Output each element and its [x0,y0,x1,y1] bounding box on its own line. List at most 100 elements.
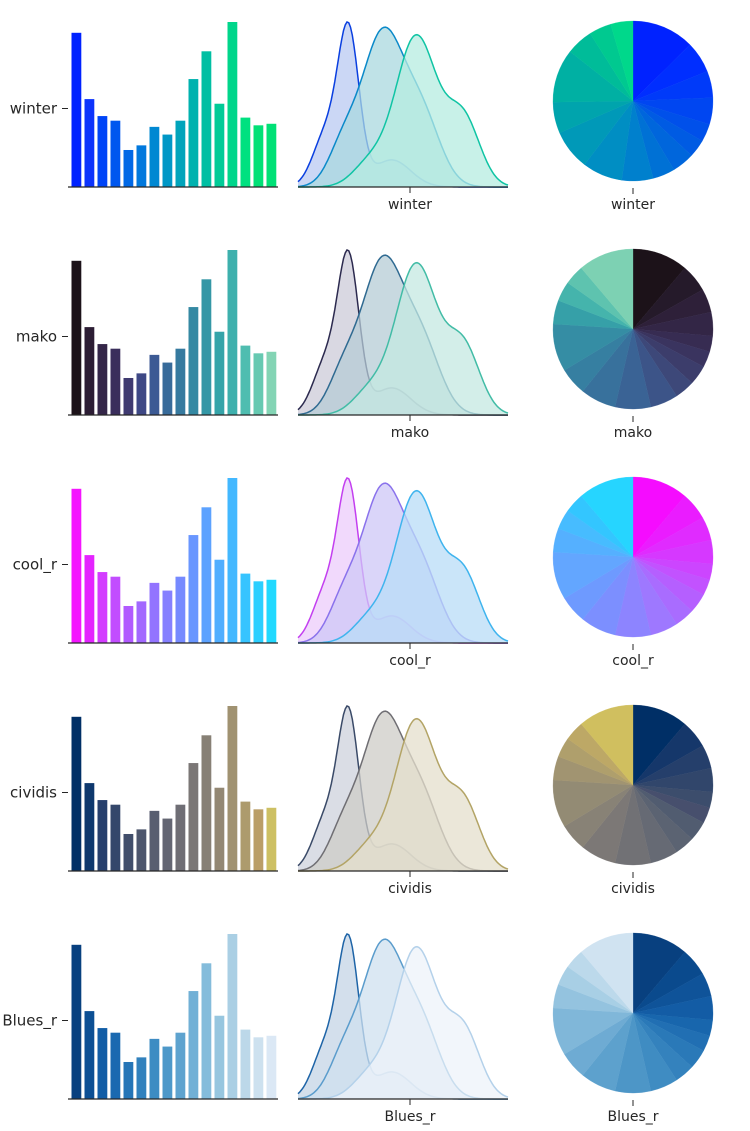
bar [201,51,212,187]
bar [214,1015,225,1099]
bar [123,1061,134,1099]
bar-chart-winter: winter [10,22,278,188]
y-axis-label: Blues_r [2,1012,58,1031]
bar [110,1032,121,1099]
pie-slice [580,932,634,1014]
bar [84,555,95,643]
bar [71,32,82,188]
bar [214,787,225,871]
bar [162,1046,173,1099]
bar [175,348,186,415]
kde-chart-cividis: cividis [297,705,509,897]
pie-chart-mako: mako [552,248,714,441]
kde-area [298,946,508,1099]
bar [84,783,95,871]
bar [188,763,199,871]
bar [253,581,264,643]
bar [240,573,251,643]
pie-chart-winter: winter [552,20,714,213]
bar [110,348,121,415]
x-axis-label: Blues_r [607,1109,658,1125]
bar [84,327,95,415]
bar [214,559,225,643]
bar [149,1038,160,1099]
x-axis-label: cividis [388,881,432,897]
kde-line [298,717,509,872]
kde-line [298,261,509,416]
kde-area [298,34,508,188]
kde-area [298,262,508,415]
pie-slice [580,248,634,330]
y-axis-label: cividis [10,784,57,802]
bar [84,99,95,187]
bar [266,579,277,643]
bar [266,807,277,871]
x-axis-label: Blues_r [384,1109,435,1125]
bar [188,79,199,187]
bar [136,373,147,415]
bar [97,1028,108,1099]
bar [188,307,199,415]
bar [266,351,277,415]
bar [240,801,251,871]
pie-slice [610,20,634,102]
bar [149,126,160,187]
bar [201,735,212,871]
bar [227,478,238,643]
bar [71,716,82,871]
x-axis-label: mako [614,425,652,441]
bar-chart-cividis: cividis [10,706,278,872]
bar-chart-cool_r: cool_r [13,478,278,644]
bar [253,353,264,415]
kde-line [298,33,509,188]
pie-slice [580,704,634,786]
bar [162,590,173,643]
bar [97,572,108,643]
bar [240,1029,251,1099]
bar [71,944,82,1099]
bar-chart-Blues_r: Blues_r [2,934,278,1100]
pie-chart-Blues_r: Blues_r [552,932,714,1125]
bar [71,260,82,415]
x-axis-label: mako [391,425,429,441]
bar [136,829,147,871]
pie-chart-cividis: cividis [552,704,714,897]
bar [253,1037,264,1099]
bar [175,120,186,187]
kde-area [298,718,508,871]
y-axis-label: cool_r [13,556,58,575]
y-axis-label: winter [10,100,58,118]
pie-chart-cool_r: cool_r [552,476,714,669]
bar [240,117,251,187]
kde-line [298,489,509,644]
bar [188,535,199,643]
bar [188,991,199,1099]
bar [136,601,147,643]
bar [149,354,160,415]
bar [266,1035,277,1099]
kde-line [298,945,509,1100]
bar [110,576,121,643]
x-axis-label: winter [388,197,432,213]
bar [71,488,82,643]
bar [136,145,147,187]
bar [227,250,238,415]
kde-area [298,490,508,643]
pie-slice [580,476,634,558]
kde-chart-winter: winter [297,21,509,213]
bar [175,804,186,871]
bar [253,125,264,187]
bar [149,582,160,643]
bar [162,362,173,415]
y-axis-label: mako [16,328,57,346]
bar [201,963,212,1099]
bar [214,331,225,415]
kde-chart-Blues_r: Blues_r [297,933,509,1125]
bar [97,116,108,187]
x-axis-label: cividis [611,881,655,897]
bar [240,345,251,415]
bar [227,22,238,187]
x-axis-label: cool_r [612,653,654,669]
x-axis-label: winter [611,197,655,213]
